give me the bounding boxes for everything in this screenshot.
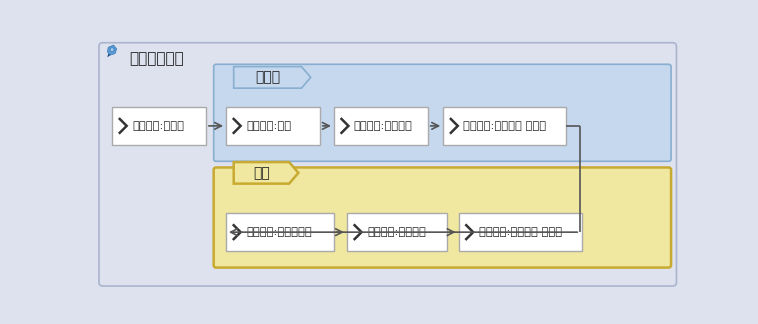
Text: 運用: 運用 bbox=[253, 166, 270, 180]
FancyBboxPatch shape bbox=[214, 168, 671, 268]
FancyBboxPatch shape bbox=[112, 107, 206, 145]
Text: ステージ:検証: ステージ:検証 bbox=[246, 121, 291, 131]
FancyBboxPatch shape bbox=[226, 107, 320, 145]
FancyBboxPatch shape bbox=[99, 43, 676, 286]
Text: テスト: テスト bbox=[255, 70, 280, 84]
Text: ステージ:リント: ステージ:リント bbox=[132, 121, 184, 131]
Polygon shape bbox=[108, 53, 111, 57]
FancyBboxPatch shape bbox=[347, 213, 447, 251]
FancyBboxPatch shape bbox=[226, 213, 334, 251]
Text: ステージ:デプロイ: ステージ:デプロイ bbox=[367, 227, 426, 237]
FancyBboxPatch shape bbox=[334, 107, 428, 145]
Circle shape bbox=[110, 48, 114, 52]
FancyBboxPatch shape bbox=[443, 107, 566, 145]
Text: パイプライン: パイプライン bbox=[129, 51, 183, 66]
Text: ステージ:デプロイ: ステージ:デプロイ bbox=[354, 121, 412, 131]
FancyBboxPatch shape bbox=[214, 64, 671, 161]
Text: ステージ:スモーク テスト: ステージ:スモーク テスト bbox=[478, 227, 562, 237]
Polygon shape bbox=[233, 162, 299, 184]
Polygon shape bbox=[108, 45, 117, 55]
Text: ステージ:スモーク テスト: ステージ:スモーク テスト bbox=[463, 121, 547, 131]
Text: ステージ:プレビュー: ステージ:プレビュー bbox=[246, 227, 312, 237]
Polygon shape bbox=[233, 67, 311, 88]
FancyBboxPatch shape bbox=[459, 213, 581, 251]
